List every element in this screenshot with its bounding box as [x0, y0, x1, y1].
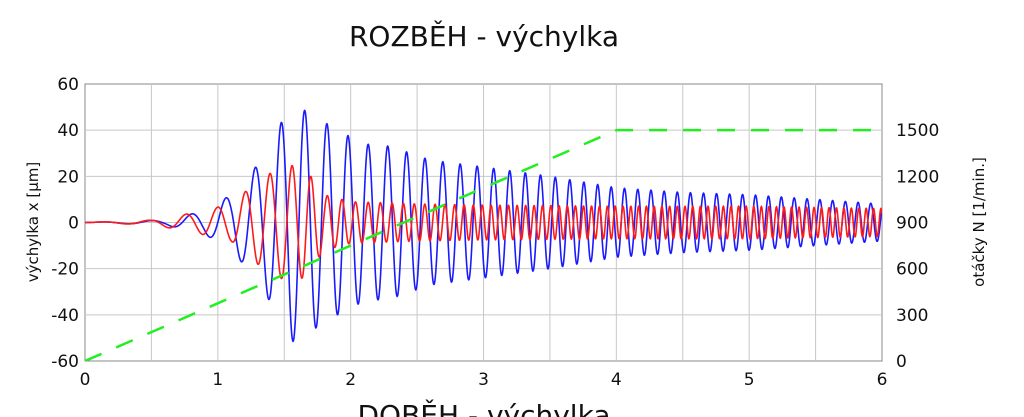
series-blue-line [85, 109, 882, 343]
series-green-dashed-line [85, 128, 882, 361]
x-tick-label: 1 [212, 370, 223, 390]
y-left-axis-label: výchylka x [μm] [24, 162, 42, 282]
y-right-tick-label: 900 [896, 214, 928, 234]
y-left-tick-labels: 60 40 20 0 -20 -40 -60 [51, 75, 79, 372]
y-left-tick-label: 0 [68, 214, 79, 234]
y-right-tick-label: 600 [896, 260, 928, 280]
y-right-tick-label: 1200 [896, 167, 939, 187]
y-right-tick-label: 1500 [896, 121, 939, 141]
x-tick-label: 3 [478, 370, 489, 390]
y-left-tick-label: -20 [51, 260, 79, 280]
x-tick-label: 0 [80, 370, 91, 390]
x-tick-label: 4 [611, 370, 622, 390]
y-left-tick-label: 40 [57, 121, 79, 141]
y-right-axis-label: otáčky N [1/min.] [970, 157, 988, 287]
y-right-tick-label: 0 [896, 352, 907, 372]
y-right-tick-label: 300 [896, 306, 928, 326]
chart-title: ROZBĚH - výchylka [349, 19, 619, 53]
y-left-tick-label: 60 [57, 75, 79, 95]
next-chart-title-partial: DOBĚH - výchylka [358, 398, 611, 417]
x-tick-label: 5 [744, 370, 755, 390]
x-tick-label: 2 [345, 370, 356, 390]
x-tick-label: 6 [877, 370, 888, 390]
series-red-line [85, 164, 882, 280]
y-left-tick-label: -40 [51, 306, 79, 326]
y-left-tick-label: -60 [51, 352, 79, 372]
y-right-tick-labels: 1500 1200 900 600 300 0 [896, 121, 939, 372]
y-left-tick-label: 20 [57, 167, 79, 187]
x-tick-labels: 0 1 2 3 4 5 6 [80, 370, 888, 390]
